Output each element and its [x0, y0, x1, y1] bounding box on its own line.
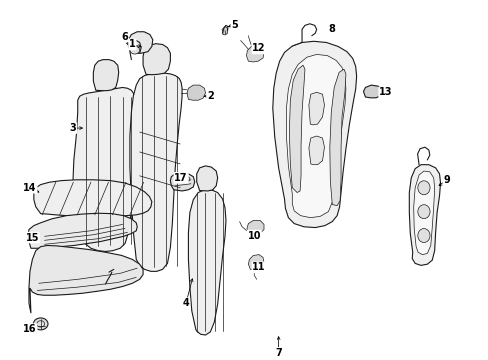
- Polygon shape: [248, 255, 264, 269]
- Polygon shape: [186, 85, 205, 100]
- Text: 3: 3: [69, 123, 76, 133]
- Polygon shape: [329, 69, 345, 206]
- Polygon shape: [196, 166, 217, 191]
- Ellipse shape: [417, 205, 429, 219]
- Circle shape: [33, 318, 48, 330]
- Ellipse shape: [417, 181, 429, 195]
- Polygon shape: [128, 32, 153, 53]
- Polygon shape: [188, 190, 225, 335]
- Polygon shape: [73, 87, 137, 251]
- Polygon shape: [286, 54, 345, 218]
- Polygon shape: [308, 92, 324, 125]
- Text: 15: 15: [25, 233, 39, 243]
- Text: 8: 8: [328, 23, 335, 33]
- Ellipse shape: [417, 229, 429, 243]
- Polygon shape: [222, 27, 227, 35]
- Polygon shape: [34, 180, 152, 216]
- Text: 14: 14: [23, 183, 37, 193]
- Text: 16: 16: [23, 324, 37, 334]
- Polygon shape: [272, 41, 356, 228]
- Text: 6: 6: [122, 32, 128, 41]
- Polygon shape: [246, 45, 264, 62]
- Polygon shape: [289, 65, 305, 193]
- Text: 11: 11: [252, 262, 265, 273]
- Text: 17: 17: [174, 173, 187, 183]
- Circle shape: [130, 46, 140, 54]
- Polygon shape: [93, 60, 119, 91]
- Text: 5: 5: [231, 19, 238, 30]
- Polygon shape: [413, 171, 434, 255]
- Text: 13: 13: [378, 87, 392, 97]
- Polygon shape: [28, 213, 137, 248]
- Polygon shape: [308, 136, 324, 165]
- Text: 10: 10: [247, 230, 261, 240]
- Polygon shape: [130, 73, 182, 271]
- Polygon shape: [143, 44, 170, 75]
- Polygon shape: [408, 165, 440, 265]
- Polygon shape: [29, 246, 143, 313]
- Text: 1: 1: [129, 40, 136, 49]
- Polygon shape: [246, 220, 264, 234]
- Text: 4: 4: [182, 298, 189, 308]
- Polygon shape: [363, 85, 381, 98]
- Polygon shape: [170, 173, 194, 191]
- Text: 9: 9: [443, 175, 449, 185]
- Text: 2: 2: [206, 91, 213, 101]
- Text: 7: 7: [275, 348, 282, 358]
- Text: 12: 12: [252, 44, 265, 53]
